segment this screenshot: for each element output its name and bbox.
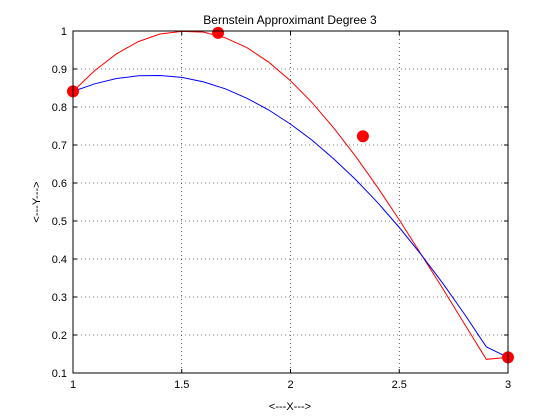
grid-lines: [73, 31, 508, 373]
series-line-1: [72, 74, 509, 358]
x-tick-label: 2: [287, 379, 293, 391]
y-tick-label: 0.4: [52, 254, 67, 266]
chart-title: Bernstein Approximant Degree 3: [203, 13, 377, 27]
y-tick-label: 0.8: [52, 102, 67, 114]
y-tick-label: 0.1: [52, 368, 67, 380]
plot-area: [73, 31, 508, 373]
y-tick-label: 1: [61, 26, 67, 38]
y-tick-label: 0.6: [52, 178, 67, 190]
x-axis-label: <---X--->: [269, 401, 311, 413]
x-tick-label: 2.5: [392, 379, 407, 391]
series-line-0: [72, 30, 509, 360]
y-tick-label: 0.7: [52, 140, 67, 152]
y-axis-label: <---Y--->: [31, 181, 43, 222]
axis-ticks: 1 1.5 2 2.5 3 0.1 0.2 0.3 0.4 0.5 0.6 0.7 0.8 0.9 1: [52, 26, 511, 391]
y-tick-label: 0.3: [52, 292, 67, 304]
y-tick-label: 0.9: [52, 64, 67, 76]
control-point-marker: [212, 26, 225, 39]
y-tick-label: 0.5: [52, 216, 67, 228]
x-tick-label: 1.5: [174, 379, 189, 391]
y-tick-label: 0.2: [52, 330, 67, 342]
control-point-marker: [356, 130, 369, 143]
x-tick-label: 1: [70, 379, 76, 391]
x-tick-label: 3: [505, 379, 511, 391]
